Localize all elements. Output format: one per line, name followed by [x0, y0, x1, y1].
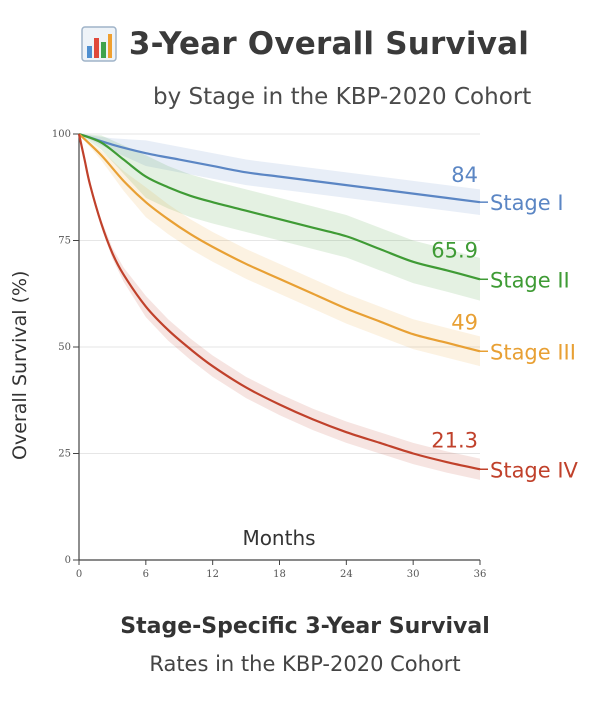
series-labels: 84 Stage I 65.9 Stage II 49 Stage III 21.3 Stag…: [431, 163, 578, 482]
y-tick-label: 25: [58, 449, 71, 460]
title-row: 3-Year Overall Survival: [0, 26, 610, 62]
series-line-stage-iii: [78, 133, 481, 353]
x-tick-label: 18: [273, 569, 286, 580]
x-tick-label: 0: [76, 569, 82, 580]
series-line-stage-ii: [78, 132, 481, 281]
bar-chart-icon: [81, 26, 117, 62]
footer-title: Stage-Specific 3-Year Survival: [120, 614, 490, 639]
x-axis-label: Months: [242, 526, 315, 550]
end-value-label: 65.9: [431, 238, 478, 262]
series-line-stage-i: [78, 132, 481, 204]
survival-chart: 0 25 50 75 100 0 6 12 18 24 30 36 84 Stage I 65.9 Stag…: [9, 129, 579, 580]
y-tick-label: 75: [58, 236, 71, 247]
x-tick-label: 30: [407, 569, 420, 580]
series-line-stage-iv: [77, 133, 481, 471]
x-tick-label: 6: [143, 569, 149, 580]
y-tick-label: 0: [65, 555, 71, 566]
chart-subtitle: by Stage in the KBP-2020 Cohort: [153, 84, 532, 110]
y-tick-label: 100: [52, 129, 71, 140]
series-lines: [77, 132, 481, 471]
band-stage-ii: [79, 134, 480, 301]
x-tick-label: 12: [206, 569, 219, 580]
chart-title: 3-Year Overall Survival: [128, 26, 530, 62]
series-label: Stage I: [490, 191, 564, 215]
band-stage-i: [79, 134, 480, 215]
axes: 0 25 50 75 100 0 6 12 18 24 30 36: [52, 129, 486, 580]
y-tick-label: 50: [58, 342, 71, 353]
y-axis-label: Overall Survival (%): [9, 271, 31, 460]
series-label: Stage II: [490, 268, 570, 292]
band-stage-iv: [79, 134, 480, 480]
confidence-bands: [79, 134, 480, 480]
series-label: Stage IV: [490, 458, 579, 482]
end-value-label: 21.3: [431, 428, 478, 452]
x-tick-label: 24: [340, 569, 353, 580]
end-value-label: 84: [451, 163, 478, 187]
series-label: Stage III: [490, 340, 576, 364]
x-tick-label: 36: [474, 569, 487, 580]
band-stage-iii: [79, 134, 480, 367]
end-value-label: 49: [451, 310, 478, 334]
footer-subtitle: Rates in the KBP-2020 Cohort: [149, 652, 461, 676]
